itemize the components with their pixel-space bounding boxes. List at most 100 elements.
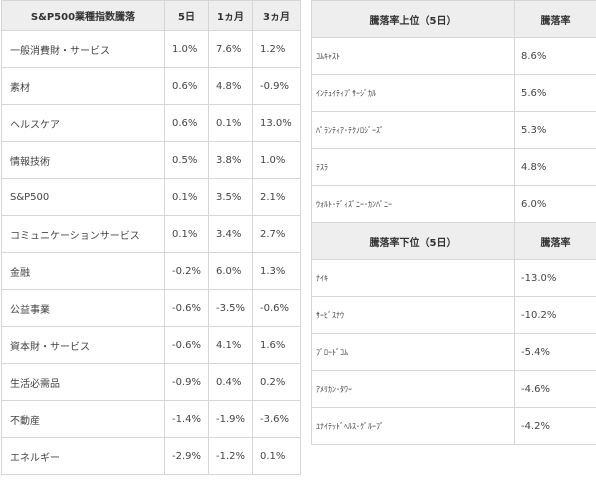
row-label: ﾅｲｷ <box>311 259 515 297</box>
row-value: 0.1% <box>164 215 209 253</box>
row-label: ﾌﾞﾛｰﾄﾞｺﾑ <box>311 333 515 371</box>
row-label: ｲﾝﾃｭｲﾃｨﾌﾞｻｰｼﾞｶﾙ <box>311 74 515 112</box>
row-value: 0.6% <box>164 67 209 105</box>
row-label: 公益事業 <box>1 289 165 327</box>
row-value: 0.6% <box>164 104 209 142</box>
table-row: ﾅｲｷ -13.0% <box>311 259 596 297</box>
row-value: -4.6% <box>514 370 596 408</box>
table-row: 一般消費財・サービス 1.0% 7.6% 1.2% <box>1 30 301 68</box>
row-label: ｱﾒﾘｶﾝ･ﾀﾜｰ <box>311 370 515 408</box>
row-value: -5.4% <box>514 333 596 371</box>
row-label: ヘルスケア <box>1 104 165 142</box>
row-label: ﾕﾅｲﾃｯﾄﾞﾍﾙｽ･ｸﾞﾙｰﾌﾟ <box>311 407 515 445</box>
row-value: 1.6% <box>252 326 301 364</box>
row-value: 3.4% <box>208 215 253 253</box>
row-label: エネルギー <box>1 437 165 475</box>
table-row: ﾊﾟﾗﾝﾃｨｱ･ﾃｸﾉﾛｼﾞｰｽﾞ 5.3% <box>311 111 596 149</box>
row-label: 素材 <box>1 67 165 105</box>
row-value: 0.5% <box>164 141 209 179</box>
table-row: ﾃｽﾗ 4.8% <box>311 148 596 186</box>
row-value: 5.6% <box>514 74 596 112</box>
header-5d: 5日 <box>164 0 209 31</box>
row-value: -1.2% <box>208 437 253 475</box>
row-label: ｺﾑｷｬｽﾄ <box>311 37 515 75</box>
row-value: 4.1% <box>208 326 253 364</box>
row-value: 1.0% <box>252 141 301 179</box>
row-label: S&P500 <box>1 178 165 216</box>
table-row: コミュニケーションサービス 0.1% 3.4% 2.7% <box>1 215 301 253</box>
gainers-header: 騰落率上位（5日） 騰落率 <box>311 0 596 38</box>
row-value: 2.1% <box>252 178 301 216</box>
table-row: 不動産 -1.4% -1.9% -3.6% <box>1 400 301 438</box>
row-value: -0.9% <box>252 67 301 105</box>
row-value: -1.9% <box>208 400 253 438</box>
row-value: -0.2% <box>164 252 209 290</box>
table-row: ﾌﾞﾛｰﾄﾞｺﾑ -5.4% <box>311 333 596 371</box>
top-movers-table: 騰落率上位（5日） 騰落率 ｺﾑｷｬｽﾄ 8.6% ｲﾝﾃｭｲﾃｨﾌﾞｻｰｼﾞｶﾙ 5… <box>311 0 596 445</box>
losers-table-body: ﾅｲｷ -13.0% ｻｰﾋﾞｽﾅｳ -10.2% ﾌﾞﾛｰﾄﾞｺﾑ -5.4% ｱﾒﾘｶﾝ… <box>311 259 596 445</box>
row-label: 不動産 <box>1 400 165 438</box>
row-label: コミュニケーションサービス <box>1 215 165 253</box>
row-value: -13.0% <box>514 259 596 297</box>
row-label: 生活必需品 <box>1 363 165 401</box>
sector-performance-table: S&P500業種指数騰落 5日 1ヵ月 3ヵ月 一般消費財・サービス 1.0% 7.… <box>1 0 301 475</box>
row-label: ｻｰﾋﾞｽﾅｳ <box>311 296 515 334</box>
row-value: -0.6% <box>164 289 209 327</box>
row-value: -3.5% <box>208 289 253 327</box>
losers-header: 騰落率下位（5日） 騰落率 <box>311 222 596 260</box>
sector-table-header: S&P500業種指数騰落 5日 1ヵ月 3ヵ月 <box>1 0 301 31</box>
row-label: 金融 <box>1 252 165 290</box>
header-3m: 3ヵ月 <box>252 0 301 31</box>
row-value: -1.4% <box>164 400 209 438</box>
row-label: 情報技術 <box>1 141 165 179</box>
row-value: 6.0% <box>514 185 596 223</box>
row-value: 0.1% <box>164 178 209 216</box>
header-gainers-change: 騰落率 <box>514 0 596 38</box>
table-row: ｲﾝﾃｭｲﾃｨﾌﾞｻｰｼﾞｶﾙ 5.6% <box>311 74 596 112</box>
row-value: 6.0% <box>208 252 253 290</box>
row-value: 0.4% <box>208 363 253 401</box>
row-value: 8.6% <box>514 37 596 75</box>
table-row: 生活必需品 -0.9% 0.4% 0.2% <box>1 363 301 401</box>
table-row: ヘルスケア 0.6% 0.1% 13.0% <box>1 104 301 142</box>
row-label: ﾊﾟﾗﾝﾃｨｱ･ﾃｸﾉﾛｼﾞｰｽﾞ <box>311 111 515 149</box>
row-value: 3.5% <box>208 178 253 216</box>
row-label: 資本財・サービス <box>1 326 165 364</box>
table-row: ｱﾒﾘｶﾝ･ﾀﾜｰ -4.6% <box>311 370 596 408</box>
row-value: 2.7% <box>252 215 301 253</box>
row-value: 0.2% <box>252 363 301 401</box>
table-row: エネルギー -2.9% -1.2% 0.1% <box>1 437 301 475</box>
header-losers-change: 騰落率 <box>514 222 596 260</box>
table-row: 資本財・サービス -0.6% 4.1% 1.6% <box>1 326 301 364</box>
row-value: 1.2% <box>252 30 301 68</box>
row-value: -0.6% <box>252 289 301 327</box>
row-value: 4.8% <box>514 148 596 186</box>
table-row: 素材 0.6% 4.8% -0.9% <box>1 67 301 105</box>
row-value: 0.1% <box>208 104 253 142</box>
gainers-table-body: ｺﾑｷｬｽﾄ 8.6% ｲﾝﾃｭｲﾃｨﾌﾞｻｰｼﾞｶﾙ 5.6% ﾊﾟﾗﾝﾃｨｱ･ﾃｸﾉ… <box>311 37 596 223</box>
table-row: ﾕﾅｲﾃｯﾄﾞﾍﾙｽ･ｸﾞﾙｰﾌﾟ -4.2% <box>311 407 596 445</box>
row-value: 1.0% <box>164 30 209 68</box>
table-row: ｺﾑｷｬｽﾄ 8.6% <box>311 37 596 75</box>
table-row: 公益事業 -0.6% -3.5% -0.6% <box>1 289 301 327</box>
row-value: 4.8% <box>208 67 253 105</box>
row-value: 3.8% <box>208 141 253 179</box>
row-value: -2.9% <box>164 437 209 475</box>
row-value: 5.3% <box>514 111 596 149</box>
table-row: ｻｰﾋﾞｽﾅｳ -10.2% <box>311 296 596 334</box>
table-row: 金融 -0.2% 6.0% 1.3% <box>1 252 301 290</box>
row-value: -10.2% <box>514 296 596 334</box>
row-value: 7.6% <box>208 30 253 68</box>
row-value: 0.1% <box>252 437 301 475</box>
row-value: 13.0% <box>252 104 301 142</box>
row-value: -3.6% <box>252 400 301 438</box>
row-value: 1.3% <box>252 252 301 290</box>
row-label: 一般消費財・サービス <box>1 30 165 68</box>
row-value: -0.6% <box>164 326 209 364</box>
table-row: S&P500 0.1% 3.5% 2.1% <box>1 178 301 216</box>
row-value: -0.9% <box>164 363 209 401</box>
row-label: ｳｫﾙﾄ･ﾃﾞｨｽﾞﾆｰ･ｶﾝﾊﾟﾆｰ <box>311 185 515 223</box>
header-losers: 騰落率下位（5日） <box>311 222 515 260</box>
row-value: -4.2% <box>514 407 596 445</box>
sector-table-body: 一般消費財・サービス 1.0% 7.6% 1.2% 素材 0.6% 4.8% -0.9% ヘルス… <box>1 30 301 475</box>
